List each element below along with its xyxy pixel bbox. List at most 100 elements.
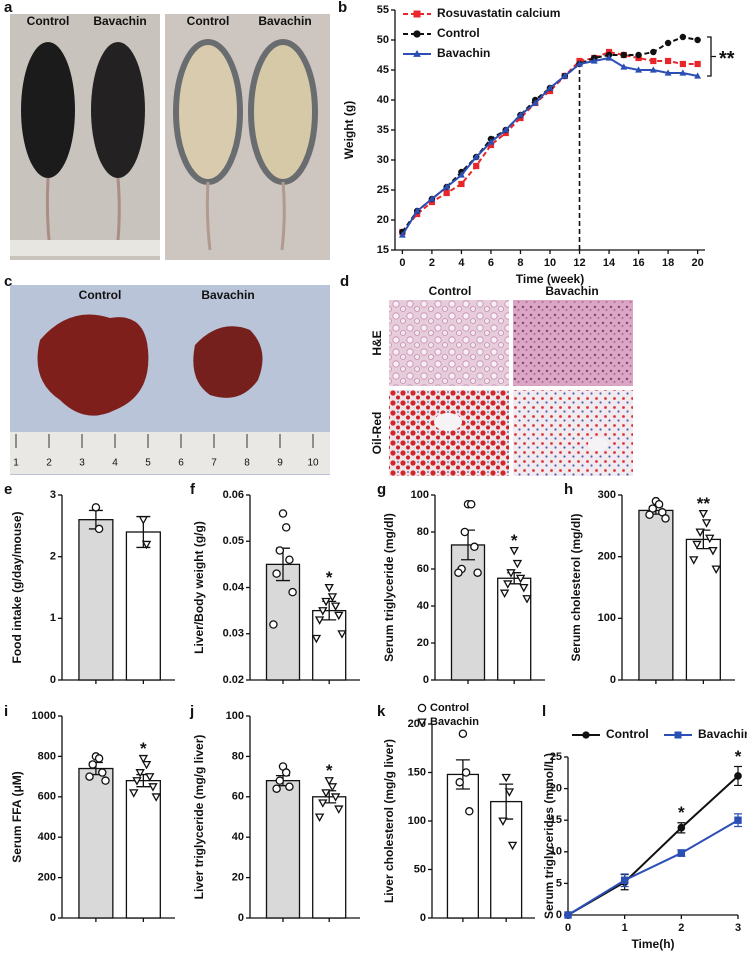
marker — [504, 788, 515, 797]
marker — [272, 784, 281, 793]
marker — [498, 817, 508, 826]
marker — [145, 773, 155, 782]
caption: Bavachin — [258, 14, 311, 28]
y-tick-label: 0 — [50, 912, 56, 924]
marker — [506, 569, 516, 578]
histology-image — [389, 300, 509, 386]
marker — [269, 620, 278, 629]
series-line — [401, 35, 698, 233]
marker — [311, 634, 322, 644]
y-tick-label: 0.05 — [223, 535, 244, 547]
y-tick-label: 55 — [377, 4, 389, 16]
y-tick-label: 60 — [417, 563, 429, 575]
marker — [473, 162, 480, 170]
marker — [275, 546, 285, 555]
histology-image — [389, 390, 509, 476]
significance: * — [735, 747, 742, 766]
x-tick-label: 16 — [632, 257, 644, 269]
x-tick-label: 18 — [662, 257, 674, 269]
bar — [125, 531, 161, 681]
marker — [734, 816, 742, 824]
panel-label: c — [4, 273, 12, 290]
marker — [413, 207, 421, 214]
panel-label: d — [340, 273, 349, 290]
marker — [455, 777, 464, 787]
y-tick-label: 45 — [377, 64, 389, 76]
significance-bracket — [707, 36, 716, 77]
panel-label: k — [377, 703, 386, 720]
y-tick-label: 0 — [420, 912, 426, 924]
marker — [443, 183, 451, 190]
panel-label: j — [189, 703, 194, 720]
y-tick-label: 20 — [550, 783, 562, 795]
ruler-label: 5 — [145, 458, 151, 469]
y-tick-label: 40 — [417, 600, 429, 612]
y-tick-label: 400 — [38, 831, 56, 843]
marker — [677, 823, 686, 832]
y-tick-label: 100 — [408, 815, 426, 827]
marker — [654, 499, 664, 509]
marker — [324, 777, 334, 786]
marker — [677, 849, 686, 857]
y-tick-label: 15 — [377, 244, 389, 256]
marker — [98, 768, 107, 777]
photo-c: c Control Bavachin 1 2 3 4 5 6 7 8 9 10 — [4, 273, 330, 475]
legend-label: Control — [437, 26, 480, 40]
y-tick-label: 0 — [556, 909, 562, 921]
y-tick-label: 30 — [377, 154, 389, 166]
y-tick-label: 40 — [232, 831, 244, 843]
mouse — [21, 42, 75, 178]
marker — [664, 69, 672, 76]
photo-a: a Control Bavachin Control Bavachin — [4, 0, 330, 260]
marker — [698, 509, 709, 519]
vessel — [434, 413, 462, 431]
marker — [443, 189, 450, 197]
panel-label: i — [4, 703, 8, 720]
panel-label: b — [338, 0, 347, 16]
legend-marker — [413, 30, 421, 38]
y-tick-label: 0 — [610, 674, 616, 686]
marker — [519, 583, 529, 593]
caption: Bavachin — [201, 288, 254, 302]
marker — [650, 48, 657, 56]
marker — [141, 540, 152, 550]
ruler-label: 1 — [13, 458, 19, 469]
significance: * — [678, 803, 685, 822]
legend-marker — [417, 703, 427, 713]
panel-label: h — [564, 481, 573, 498]
row-label: Oil-Red — [370, 412, 384, 455]
chart-panel: f Liver/Body weight (g/g) 0.02 0.03 0.04 0.05… — [190, 481, 360, 686]
y-axis-label: Liver cholesterol (mg/g liver) — [382, 739, 396, 903]
marker — [503, 580, 513, 589]
y-tick-label: 300 — [598, 489, 616, 501]
chart-panel: e Food intake (g/day/mouse) 0 1 2 3 — [4, 481, 175, 686]
x-tick-label: 8 — [517, 257, 523, 269]
marker — [94, 754, 104, 763]
marker — [135, 769, 145, 778]
legend-marker — [582, 731, 590, 739]
legend-marker — [413, 49, 421, 57]
marker — [734, 772, 742, 780]
marker — [694, 60, 701, 68]
chart-panel: b Weight (g) 15 20 25 30 35 40 45 50 55 0 2 4 6 8 10 12 14… — [338, 0, 735, 286]
marker — [711, 565, 721, 574]
marker — [428, 195, 436, 202]
marker — [275, 776, 285, 785]
panel-label: g — [377, 481, 386, 498]
x-tick-label: 6 — [488, 257, 494, 269]
marker — [501, 773, 511, 783]
y-tick-label: 100 — [411, 489, 429, 501]
marker — [694, 72, 702, 79]
marker — [620, 876, 629, 884]
marker — [649, 66, 657, 73]
marker — [138, 516, 149, 525]
photo-d: d Control Bavachin H&E Oil-Red — [340, 273, 633, 476]
marker — [546, 84, 554, 91]
marker — [635, 66, 643, 73]
marker — [458, 729, 468, 738]
marker — [85, 772, 94, 781]
y-tick-label: 15 — [550, 814, 562, 826]
marker — [458, 180, 465, 188]
marker — [507, 841, 518, 851]
ruler-label: 4 — [112, 458, 118, 469]
